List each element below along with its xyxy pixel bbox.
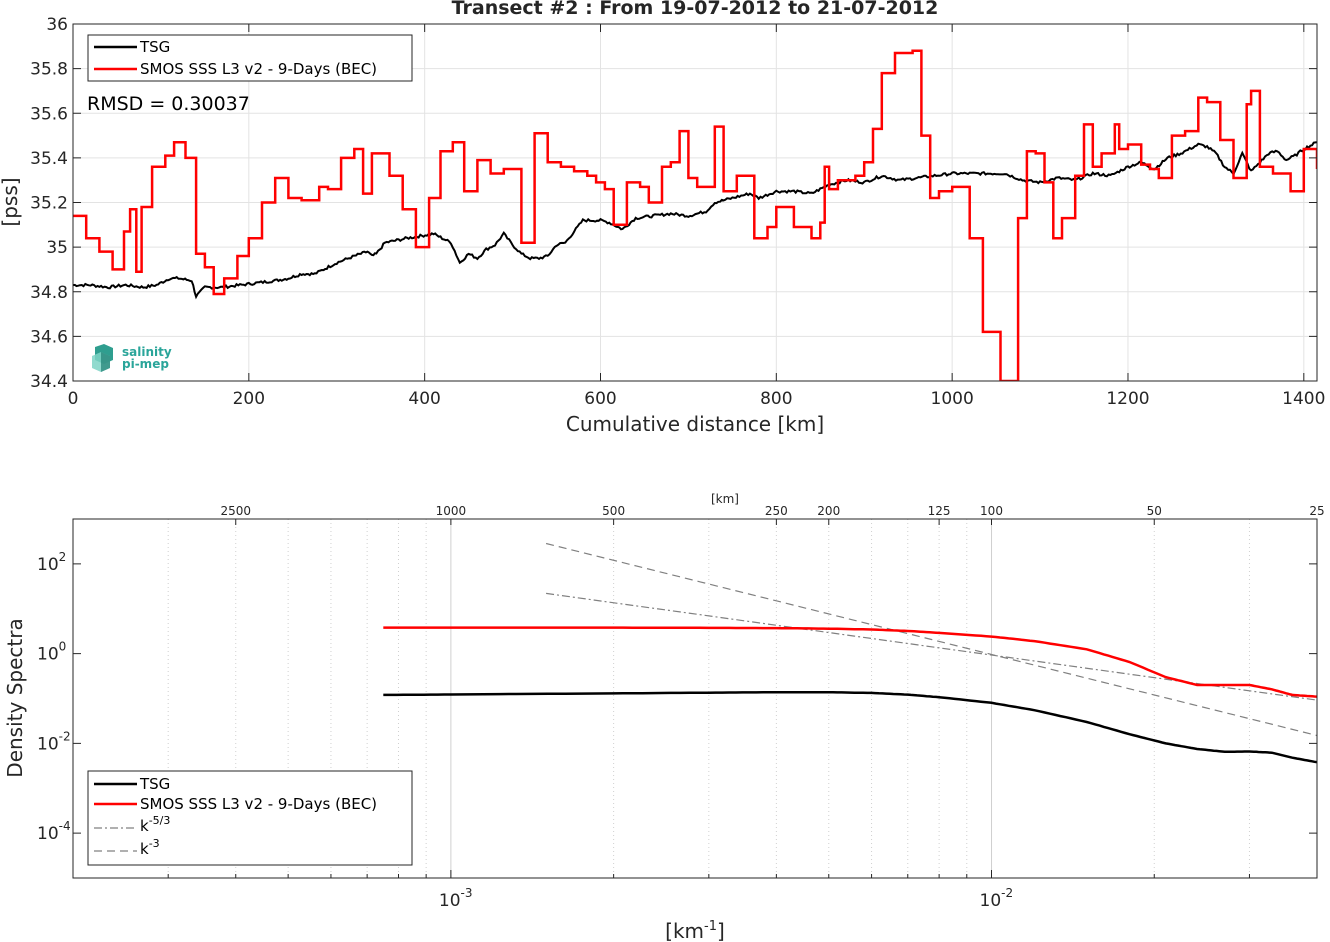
bottom-x-axis-label-text: [km [665, 919, 704, 942]
top-x-tick-label: 800 [760, 389, 792, 409]
bottom-top-tick-label: 500 [602, 504, 625, 518]
top-y-tick-label: 34.8 [30, 283, 68, 303]
top-x-tick-label: 200 [233, 389, 265, 409]
bottom-top-tick-label: 50 [1147, 504, 1162, 518]
bottom-top-axis-label: [km] [711, 492, 739, 506]
bottom-series-tsg [383, 690, 1317, 764]
bottom-y-tick-label: 10-4 [37, 819, 71, 844]
bottom-legend-label-smos: SMOS SSS L3 v2 - 9-Days (BEC) [140, 795, 377, 813]
top-y-tick-label: 34.4 [30, 372, 68, 392]
top-series-smos [73, 49, 1317, 381]
bottom-y-tick-label: 10-2 [37, 729, 71, 754]
logo-text-salinity: salinity [122, 345, 172, 359]
top-y-tick-label: 35.4 [30, 149, 68, 169]
bottom-series-k-3 [545, 542, 1317, 737]
bottom-y-tick-label: 102 [37, 550, 66, 575]
top-y-tick-label: 35 [46, 238, 68, 258]
bottom-y-tick-label: 100 [37, 640, 66, 665]
bottom-top-tick-label: 100 [980, 504, 1003, 518]
rmsd-annotation: RMSD = 0.30037 [87, 93, 250, 115]
bottom-top-axis-ticks: 2500 1000 500 250 200 125 100 50 25 [220, 504, 1325, 525]
salinity-pi-mep-logo: salinity pi-mep [92, 344, 172, 372]
bottom-chart: 10-3 10-2 10-4 10-2 100 102 2500 1000 500 250 200… [3, 492, 1325, 942]
logo-text-pi-mep: pi-mep [122, 357, 169, 371]
bottom-legend-box [87, 770, 413, 866]
bottom-top-tick-label: 2500 [220, 504, 251, 518]
top-chart-title: Transect #2 : From 19-07-2012 to 21-07-2… [452, 0, 939, 19]
bottom-series-k-5-3 [546, 592, 1317, 701]
top-legend-box [87, 34, 413, 82]
bottom-grid [72, 519, 1318, 878]
top-y-axis-label: [pss] [0, 177, 22, 226]
top-x-tick-label: 1200 [1106, 389, 1149, 409]
top-series-tsg [73, 141, 1317, 300]
top-y-tick-label: 35.8 [30, 60, 68, 80]
top-ticks: 0 200 400 600 800 1000 1200 1400 34.4 34.6 34.8 35 3… [30, 15, 1325, 409]
top-legend-label-smos: SMOS SSS L3 v2 - 9-Days (BEC) [140, 60, 377, 78]
top-x-tick-label: 1400 [1282, 389, 1325, 409]
bottom-top-tick-label: 125 [928, 504, 951, 518]
bottom-top-tick-label: 200 [817, 504, 840, 518]
top-y-tick-label: 34.6 [30, 327, 68, 347]
top-y-tick-label: 36 [46, 15, 68, 35]
top-legend: TSG SMOS SSS L3 v2 - 9-Days (BEC) [87, 34, 413, 82]
bottom-x-axis-label: [km-1] [665, 919, 725, 942]
bottom-axes-box [72, 518, 1318, 879]
top-legend-label-tsg: TSG [139, 38, 170, 56]
bottom-x-tick-label: 10-2 [980, 886, 1014, 911]
top-x-axis-label: Cumulative distance [km] [566, 412, 824, 436]
bottom-ticks: 10-3 10-2 10-4 10-2 100 102 [37, 550, 1318, 911]
top-x-tick-label: 0 [68, 389, 79, 409]
top-plot-area [73, 49, 1317, 381]
bottom-legend-label-k-5-3: k-5/3 [140, 814, 170, 835]
top-chart: Transect #2 : From 19-07-2012 to 21-07-2… [0, 0, 1325, 436]
bottom-series-smos [383, 626, 1317, 698]
bottom-legend: TSG SMOS SSS L3 v2 - 9-Days (BEC) k-5/3 … [87, 770, 413, 866]
bottom-x-tick-label: 10-3 [439, 886, 473, 911]
bottom-legend-label-k-3: k-3 [140, 837, 160, 858]
bottom-plot-area [383, 542, 1317, 764]
top-x-tick-label: 400 [408, 389, 440, 409]
top-y-tick-label: 35.2 [30, 194, 68, 214]
logo-cube-icon [92, 344, 113, 372]
top-x-tick-label: 1000 [931, 389, 974, 409]
top-y-tick-label: 35.6 [30, 104, 68, 124]
top-x-tick-label: 600 [584, 389, 616, 409]
bottom-top-tick-label: 1000 [436, 504, 467, 518]
bottom-y-axis-label: Density Spectra [3, 618, 27, 777]
bottom-legend-label-tsg: TSG [139, 775, 170, 793]
bottom-top-tick-label: 25 [1309, 504, 1324, 518]
bottom-top-tick-label: 250 [765, 504, 788, 518]
